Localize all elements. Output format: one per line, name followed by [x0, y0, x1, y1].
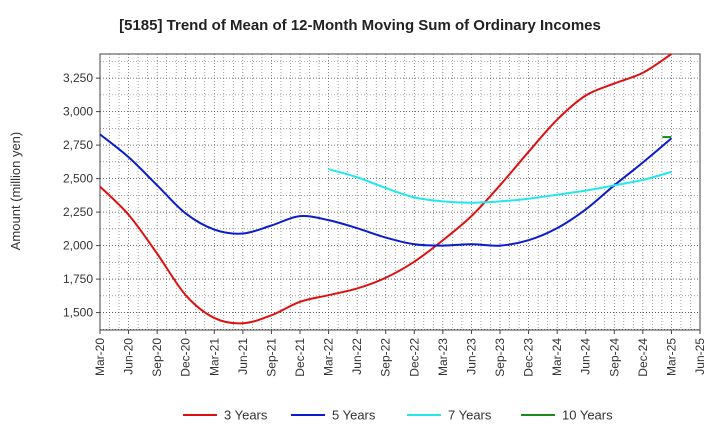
x-tick-label: Sep-24	[607, 338, 621, 377]
x-tick-label: Mar-21	[207, 338, 221, 376]
series-line-7-years	[328, 168, 672, 204]
x-tick-label: Dec-24	[636, 338, 650, 377]
x-tick-label: Jun-22	[350, 338, 364, 375]
series-line-3-years	[99, 53, 672, 325]
y-tick-label: 3,250	[63, 71, 93, 85]
plot-area	[99, 53, 701, 331]
series-lines	[99, 53, 673, 325]
grid	[99, 54, 701, 330]
x-tick-label: Dec-20	[179, 338, 193, 377]
x-tick-label: Mar-22	[322, 338, 336, 376]
y-tick-label: 2,750	[63, 138, 93, 152]
y-tick-label: 3,000	[63, 105, 93, 119]
y-axis-ticks: 1,500 1,750 2,000 2,250 2,500 2,750 3,000 3,250	[63, 71, 100, 320]
legend: 3 Years 5 Years 7 Years 10 Years	[183, 408, 613, 423]
series-line-5-years	[99, 133, 673, 247]
x-tick-label: Jun-21	[236, 338, 250, 375]
x-tick-label: Sep-23	[493, 338, 507, 377]
x-tick-label: Jun-23	[464, 338, 478, 375]
y-tick-label: 1,500	[63, 306, 93, 320]
y-axis-label: Amount (million yen)	[8, 132, 23, 251]
legend-label-10-years: 10 Years	[562, 408, 613, 423]
x-tick-label: Dec-22	[407, 338, 421, 377]
x-tick-label: Mar-23	[436, 338, 450, 376]
y-tick-label: 2,500	[63, 172, 93, 186]
y-tick-label: 2,250	[63, 205, 93, 219]
y-tick-label: 1,750	[63, 272, 93, 286]
x-tick-label: Mar-24	[550, 338, 564, 376]
y-tick-label: 2,000	[63, 239, 93, 253]
x-tick-label: Jun-20	[122, 338, 136, 375]
x-tick-label: Dec-21	[293, 338, 307, 377]
legend-label-7-years: 7 Years	[448, 408, 492, 423]
x-tick-label: Mar-25	[664, 338, 678, 376]
x-tick-label: Mar-20	[93, 338, 107, 376]
legend-label-3-years: 3 Years	[224, 408, 268, 423]
x-tick-label: Dec-23	[522, 338, 536, 377]
x-axis-ticks: Mar-20 Jun-20 Sep-20 Dec-20 Mar-21 Jun-21 Sep-…	[93, 330, 707, 377]
chart-title: [5185] Trend of Mean of 12-Month Moving …	[119, 17, 601, 34]
legend-label-5-years: 5 Years	[332, 408, 376, 423]
x-tick-label: Sep-20	[150, 338, 164, 377]
x-tick-label: Sep-21	[264, 338, 278, 377]
x-tick-label: Jun-25	[693, 338, 707, 375]
x-tick-label: Sep-22	[379, 338, 393, 377]
x-tick-label: Jun-24	[579, 338, 593, 375]
